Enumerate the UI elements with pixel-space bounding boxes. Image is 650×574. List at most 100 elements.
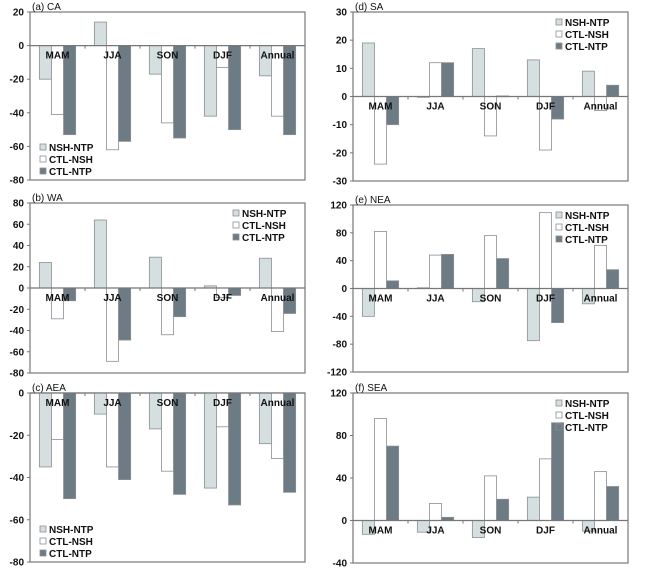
category-label: SON bbox=[157, 398, 179, 409]
y-tick-label: -40 bbox=[333, 559, 348, 570]
bar-nsh-ntp-annual bbox=[581, 70, 595, 97]
y-tick-label: -20 bbox=[10, 431, 25, 442]
bar-ctl-nsh-annual bbox=[594, 471, 607, 521]
bar-ctl-ntp-annual bbox=[606, 269, 620, 289]
y-tick-label: 120 bbox=[330, 201, 347, 212]
legend-label: CTL-NTP bbox=[242, 233, 285, 244]
legend-label: CTL-NTP bbox=[49, 167, 92, 178]
bar-ctl-nsh-mam bbox=[374, 418, 387, 521]
panel-fsea: 120 80 40 0 -40 (f) SEA MAM JJA SON DJF Annual NSH-… bbox=[330, 383, 629, 570]
bar-ctl-ntp-annual bbox=[606, 84, 620, 97]
bar-ctl-ntp-jja bbox=[441, 254, 455, 289]
y-tick-label: -40 bbox=[10, 108, 25, 119]
category-label: MAM bbox=[46, 51, 70, 62]
y-tick-label: 40 bbox=[336, 256, 348, 267]
legend-swatch-ctl-ntp bbox=[39, 167, 47, 175]
legend-label: CTL-NSH bbox=[565, 30, 609, 41]
legend-swatch-ctl-ntp bbox=[555, 42, 563, 50]
category-label: SON bbox=[157, 293, 179, 304]
bar-nsh-ntp-son bbox=[471, 48, 485, 97]
panel-title: (a) CA bbox=[32, 2, 61, 13]
bar-ctl-nsh-djf bbox=[539, 212, 552, 289]
legend-swatch-nsh-ntp bbox=[39, 143, 47, 151]
legend-swatch-nsh-ntp bbox=[232, 209, 240, 217]
y-tick-label: 120 bbox=[330, 389, 347, 400]
legend-label: CTL-NTP bbox=[565, 235, 608, 246]
y-tick-label: -40 bbox=[10, 326, 25, 337]
legend-label: CTL-NSH bbox=[49, 155, 93, 166]
category-label: JJA bbox=[426, 526, 444, 537]
panel-title: (b) WA bbox=[32, 193, 63, 204]
bar-ctl-nsh-annual bbox=[594, 244, 607, 289]
legend-label: NSH-NTP bbox=[565, 211, 610, 222]
legend-swatch-ctl-nsh bbox=[39, 155, 47, 163]
y-tick-label: -60 bbox=[10, 142, 25, 153]
category-label: JJA bbox=[103, 293, 121, 304]
legend-swatch-ctl-ntp bbox=[232, 233, 240, 241]
legend-label: NSH-NTP bbox=[49, 525, 94, 536]
legend-swatch-nsh-ntp bbox=[39, 525, 47, 533]
category-label: SON bbox=[480, 526, 502, 537]
legend-swatch-ctl-nsh bbox=[555, 30, 563, 38]
y-tick-label: -60 bbox=[10, 347, 25, 358]
y-tick-label: 80 bbox=[336, 228, 348, 239]
legend-label: NSH-NTP bbox=[565, 18, 610, 29]
y-tick-label: -20 bbox=[333, 148, 348, 159]
category-label: JJA bbox=[103, 51, 121, 62]
legend-label: CTL-NSH bbox=[565, 411, 609, 422]
category-label: Annual bbox=[584, 102, 618, 113]
y-tick-label: 0 bbox=[18, 389, 24, 400]
legend-swatch-nsh-ntp bbox=[555, 399, 563, 407]
y-tick-label: -40 bbox=[333, 312, 348, 323]
legend-swatch-ctl-ntp bbox=[555, 423, 563, 431]
bar-ctl-nsh-son bbox=[484, 475, 497, 521]
y-tick-label: 40 bbox=[13, 241, 25, 252]
bar-ctl-ntp-son bbox=[496, 258, 510, 289]
category-label: JJA bbox=[426, 294, 444, 305]
y-tick-label: -80 bbox=[10, 176, 25, 187]
panel-enea: 120 80 40 0 -40 -80 -120 (e) NEA MAM JJA SON DJF Ann… bbox=[327, 195, 629, 379]
bar-nsh-ntp-mam bbox=[361, 42, 375, 97]
panel-dsa: 30 20 10 0 -10 -20 -30 (d) SA MAM JJA SON DJF Annual… bbox=[333, 2, 629, 188]
y-tick-label: 0 bbox=[18, 41, 24, 52]
y-tick-label: 0 bbox=[341, 284, 347, 295]
bar-nsh-ntp-jja bbox=[93, 219, 107, 289]
legend-swatch-ctl-nsh bbox=[39, 537, 47, 545]
legend-swatch-nsh-ntp bbox=[555, 211, 563, 219]
category-label: DJF bbox=[536, 102, 555, 113]
bar-ctl-nsh-son bbox=[484, 235, 497, 289]
category-label: MAM bbox=[369, 526, 393, 537]
legend-label: CTL-NTP bbox=[565, 42, 608, 53]
category-label: JJA bbox=[426, 102, 444, 113]
bar-nsh-ntp-mam bbox=[38, 262, 52, 289]
y-tick-label: -120 bbox=[327, 368, 347, 379]
category-label: DJF bbox=[213, 51, 232, 62]
y-tick-label: -60 bbox=[10, 515, 25, 526]
y-tick-label: -80 bbox=[10, 558, 25, 569]
panel-title: (f) SEA bbox=[355, 383, 388, 394]
legend-swatch-ctl-ntp bbox=[555, 235, 563, 243]
legend-swatch-ctl-ntp bbox=[39, 549, 47, 557]
y-tick-label: -20 bbox=[10, 305, 25, 316]
y-tick-label: 20 bbox=[336, 36, 348, 47]
legend-label: CTL-NTP bbox=[565, 423, 608, 434]
y-tick-label: -20 bbox=[10, 75, 25, 86]
y-tick-label: 20 bbox=[13, 262, 25, 273]
category-label: Annual bbox=[584, 526, 618, 537]
bar-ctl-ntp-djf bbox=[228, 392, 242, 506]
legend-label: CTL-NSH bbox=[565, 223, 609, 234]
legend-label: CTL-NTP bbox=[49, 549, 92, 560]
category-label: DJF bbox=[213, 398, 232, 409]
bar-nsh-ntp-djf bbox=[526, 59, 540, 97]
category-label: MAM bbox=[369, 294, 393, 305]
bar-ctl-ntp-jja bbox=[441, 62, 455, 97]
y-tick-label: -40 bbox=[10, 473, 25, 484]
y-tick-label: -10 bbox=[333, 120, 348, 131]
legend-swatch-ctl-nsh bbox=[555, 223, 563, 231]
legend-swatch-nsh-ntp bbox=[555, 18, 563, 26]
panel-title: (c) AEA bbox=[32, 383, 66, 394]
category-label: MAM bbox=[46, 293, 70, 304]
bar-nsh-ntp-son bbox=[148, 256, 162, 289]
y-tick-label: 0 bbox=[18, 284, 24, 295]
